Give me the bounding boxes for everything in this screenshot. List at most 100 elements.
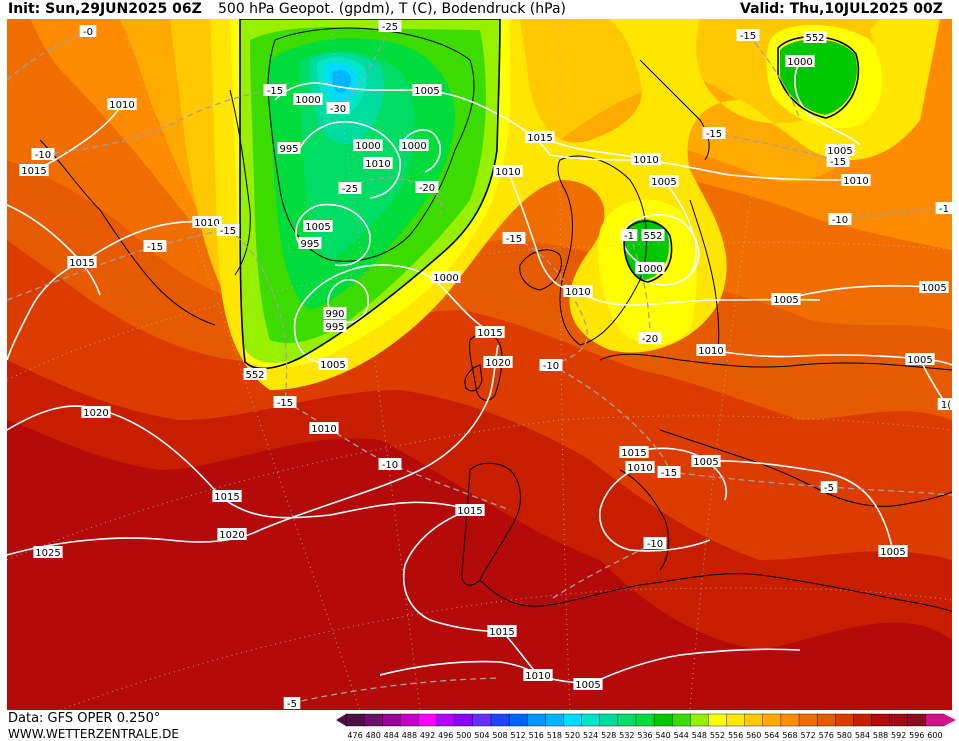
isobar-9: [549, 154, 857, 181]
contour-label: 1015: [212, 490, 242, 503]
contour-label-text: 1000: [401, 141, 426, 152]
colorbar-tick-label: 488: [402, 731, 417, 740]
contour-label-text: 1010: [495, 167, 520, 178]
colorbar-swatch: [762, 713, 782, 727]
contour-label: 1005: [412, 84, 442, 97]
contour-label: 1010: [841, 174, 871, 187]
contour-label: -15: [143, 240, 167, 253]
contour-label-text: 1020: [485, 358, 510, 369]
isotherm-0: [7, 229, 229, 301]
contour-label: -0: [79, 25, 97, 38]
coastline-10: [819, 489, 952, 507]
contour-label: 1005: [825, 144, 855, 157]
init-time: Init: Sun,29JUN2025 06Z: [8, 1, 202, 17]
colorbar-arrow-left: [336, 714, 346, 726]
isobar-5: [295, 203, 371, 267]
colorbar-tick-label: 564: [764, 731, 779, 740]
contour-label: -15: [657, 466, 681, 479]
colorbar-swatch: [690, 713, 710, 727]
contour-label-text: 1010: [194, 218, 219, 229]
isobar-3: [293, 264, 491, 365]
contour-label-text: 1025: [35, 548, 60, 559]
contour-label-text: 995: [279, 144, 298, 155]
contour-label: -10: [828, 213, 852, 226]
contour-label-text: 1005: [651, 177, 676, 188]
contour-label: 995: [298, 237, 322, 250]
contour-label-text: 1010: [365, 159, 390, 170]
contour-label: 1010: [696, 344, 726, 357]
contour-label-text: 1010: [633, 155, 658, 166]
contour-label: 1005: [573, 678, 603, 691]
colorbar-swatch: [744, 713, 764, 727]
contour-label-text: -10: [35, 150, 51, 161]
colorbar-swatch: [418, 713, 438, 727]
colorbar-tick-label: 576: [819, 731, 834, 740]
contour-label: -20: [415, 181, 439, 194]
contour-label-text: 990: [325, 309, 344, 320]
colorbar-swatch: [708, 713, 728, 727]
isobar-10: [794, 60, 861, 146]
colorbar-tick-label: 480: [366, 731, 381, 740]
website-credit: WWW.WETTERZENTRALE.DE: [8, 727, 179, 741]
contour-label: 1015: [619, 446, 649, 459]
contour-label-text: 1000: [637, 264, 662, 275]
colorbar-swatch: [472, 713, 492, 727]
contour-label-text: 1010: [311, 424, 336, 435]
contour-label: -30: [326, 102, 350, 115]
contour-label-text: -0: [83, 27, 93, 38]
contour-label: -15: [736, 29, 760, 42]
contour-label: -10: [643, 537, 667, 550]
contour-label: 1010: [363, 157, 393, 170]
contour-label: -15: [702, 127, 726, 140]
contour-label: -20: [638, 332, 662, 345]
lat-lon-grid: [7, 19, 952, 710]
contour-label-text: 1005: [773, 295, 798, 306]
isotherm-4: [7, 30, 89, 81]
contour-labels: -0 -25 -15 552 1000 -15 1000 1005 -30 1010 1015 -15…: [19, 20, 952, 710]
contour-label: 1015: [475, 326, 505, 339]
contour-label: 990: [323, 307, 347, 320]
contour-label-text: -1: [939, 204, 949, 215]
contour-label-text: -1: [624, 231, 634, 242]
colorbar-tick-label: 484: [384, 731, 399, 740]
contour-label: -15: [273, 396, 297, 409]
contour-label-text: 995: [325, 322, 344, 333]
contour-label: -10: [378, 458, 402, 471]
colorbar-legend: 476 480 484 488 492 496 500 504 508 512 516 518 520 5…: [336, 713, 956, 740]
grid-line-0: [7, 242, 952, 381]
contour-label-text: 1005: [827, 146, 852, 157]
contour-label: 1000: [785, 55, 815, 68]
contour-label: 1005: [303, 220, 333, 233]
colorbar-swatch: [816, 713, 836, 727]
contour-label: -1: [620, 229, 638, 242]
colorbar-swatch: [363, 713, 383, 727]
coastline-3: [519, 249, 562, 291]
colorbar-tick-label: 504: [474, 731, 489, 740]
contour-label: 1010: [523, 669, 553, 682]
contour-label-text: -20: [642, 334, 658, 345]
contour-label: 1020: [81, 406, 111, 419]
contour-label-text: -25: [342, 184, 358, 195]
contour-label: 1010: [309, 422, 339, 435]
contour-label-text: 1000: [787, 57, 812, 68]
contour-label-text: 1010: [698, 346, 723, 357]
contour-label: 1015: [525, 131, 555, 144]
contour-label: 1010: [631, 153, 661, 166]
isotherm-15: [291, 677, 501, 704]
contour-label-text: -10: [647, 539, 663, 550]
colorbar-swatch: [780, 713, 800, 727]
contour-label: 552: [243, 368, 267, 381]
contour-label: 995: [277, 142, 301, 155]
contour-label: 1(: [937, 398, 952, 411]
contour-label: 1010: [563, 285, 593, 298]
contour-label: 1000: [399, 139, 429, 152]
contour-label-text: 1005: [693, 457, 718, 468]
isobar-17: [403, 509, 503, 633]
coastline-5: [599, 353, 952, 371]
colorbar-swatch: [400, 713, 420, 727]
colorbar-arrow-right: [944, 714, 956, 726]
colorbar-tick-label: 580: [837, 731, 852, 740]
colorbar-swatch: [671, 713, 692, 727]
isotherm-9: [628, 234, 651, 339]
contour-label-text: -30: [330, 104, 346, 115]
